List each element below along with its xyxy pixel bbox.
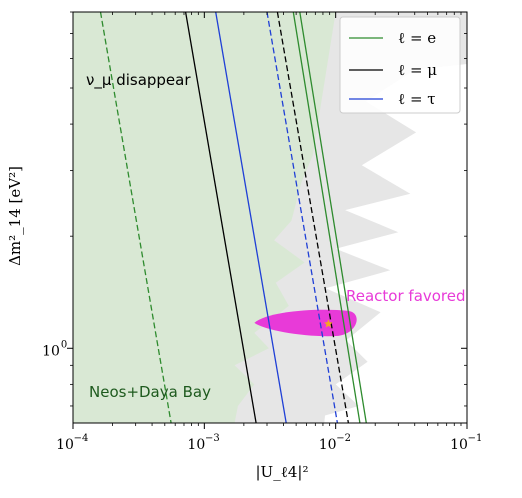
- series-line-4: [276, 12, 350, 423]
- x-tick-label: 10: [187, 437, 205, 453]
- x-tick-exponent: −1: [468, 433, 483, 444]
- plot-area: [73, 12, 467, 423]
- series-line-1: [292, 12, 361, 423]
- annotation-reactor-favored: Reactor favored: [346, 287, 466, 305]
- series-line-2: [299, 12, 367, 423]
- regions-layer: [73, 12, 467, 423]
- annotation-nu-mu-disappear: ν_μ disappear: [86, 71, 191, 90]
- region-reactor-favored: [254, 309, 357, 337]
- y-tick-label: 10: [42, 343, 60, 359]
- x-axis-label: |U_ℓ4|²: [256, 463, 309, 481]
- legend-label-tau: ℓ = τ: [398, 90, 436, 108]
- legend: ℓ = e ℓ = μ ℓ = τ: [339, 16, 461, 114]
- series-line-3: [184, 12, 257, 423]
- series-line-6: [266, 12, 339, 423]
- x-tick-exponent: −2: [336, 433, 351, 444]
- legend-box: [339, 16, 461, 114]
- x-tick-exponent: −4: [74, 433, 89, 444]
- x-tick-label: 10: [56, 437, 74, 453]
- y-axis-label: Δm²_14 [eV²]: [6, 166, 24, 266]
- legend-label-mu: ℓ = μ: [398, 61, 437, 79]
- x-tick-label: 10: [319, 437, 337, 453]
- lines-layer: [99, 12, 367, 423]
- series-line-5: [215, 12, 287, 423]
- x-tick-exponent: −3: [205, 433, 220, 444]
- x-tick-label: 10: [450, 437, 468, 453]
- legend-label-e: ℓ = e: [398, 29, 436, 47]
- annotation-neos-daya-bay: Neos+Daya Bay: [89, 383, 211, 401]
- y-tick-exponent: 0: [61, 339, 67, 350]
- bestfit-star-marker: [324, 319, 333, 328]
- plot-frame: [72, 11, 468, 424]
- series-line-0: [99, 12, 172, 423]
